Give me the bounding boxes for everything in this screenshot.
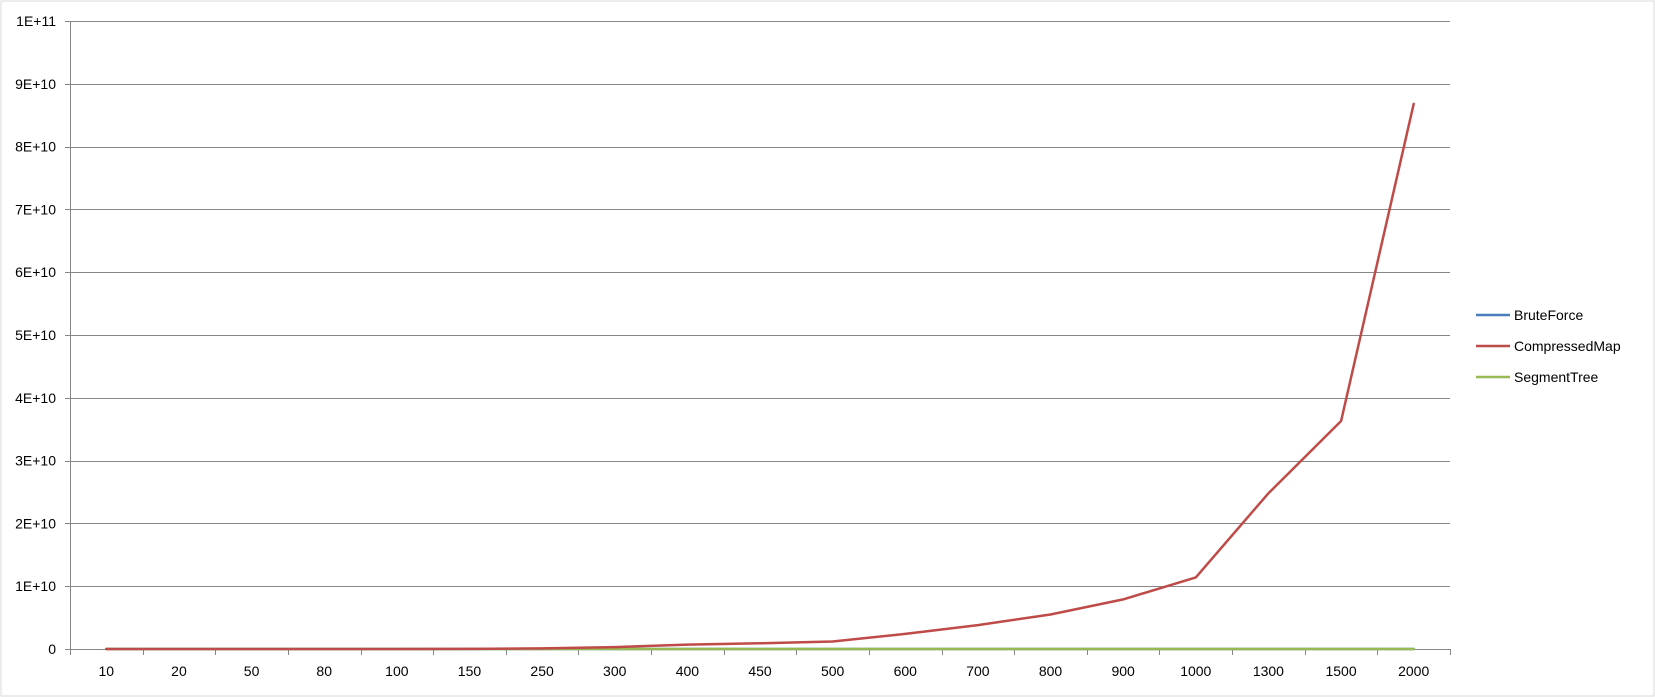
x-tick-label: 250 bbox=[530, 663, 554, 679]
y-axis-tick-labels: 0 1E+10 2E+10 3E+10 4E+10 5E+10 6E+10 7E+10 8E+1… bbox=[15, 13, 56, 657]
x-tick-label: 10 bbox=[99, 663, 115, 679]
x-tick-label: 450 bbox=[748, 663, 772, 679]
x-tick-label: 400 bbox=[676, 663, 700, 679]
gridlines bbox=[70, 21, 1450, 587]
y-tick-label: 0 bbox=[48, 641, 56, 657]
x-tick-label: 50 bbox=[244, 663, 260, 679]
legend-label-bruteforce: BruteForce bbox=[1514, 307, 1583, 323]
y-tick-label: 9E+10 bbox=[15, 76, 56, 92]
series-line-compressedmap bbox=[105, 102, 1415, 651]
y-tick-label: 5E+10 bbox=[15, 327, 56, 343]
x-tick-label: 2000 bbox=[1398, 663, 1429, 679]
x-tick-label: 1300 bbox=[1253, 663, 1284, 679]
x-tick-label: 300 bbox=[603, 663, 627, 679]
y-tick-label: 3E+10 bbox=[15, 453, 56, 469]
y-tick-label: 7E+10 bbox=[15, 201, 56, 217]
legend-label-segmenttree: SegmentTree bbox=[1514, 369, 1599, 385]
legend: BruteForce CompressedMap SegmentTree bbox=[1476, 307, 1621, 385]
x-tick-label: 80 bbox=[316, 663, 332, 679]
y-tick-label: 6E+10 bbox=[15, 264, 56, 280]
legend-label-compressedmap: CompressedMap bbox=[1514, 338, 1621, 354]
x-tick-label: 20 bbox=[171, 663, 187, 679]
y-tick-label: 1E+11 bbox=[16, 13, 56, 29]
y-tick-label: 4E+10 bbox=[15, 390, 56, 406]
x-tick-label: 500 bbox=[821, 663, 845, 679]
series-lines bbox=[105, 102, 1415, 651]
x-tick-label: 100 bbox=[385, 663, 409, 679]
x-tick-label: 1000 bbox=[1180, 663, 1211, 679]
x-tick-label: 1500 bbox=[1325, 663, 1356, 679]
x-tick-label: 800 bbox=[1039, 663, 1063, 679]
x-tick-label: 900 bbox=[1111, 663, 1135, 679]
x-tick-label: 150 bbox=[458, 663, 482, 679]
x-axis-tick-labels: 10 20 50 80 100 150 250 300 400 450 500 600 700 800 90… bbox=[99, 663, 1430, 679]
y-tick-label: 2E+10 bbox=[15, 515, 56, 531]
x-tick-label: 700 bbox=[966, 663, 990, 679]
y-tick-label: 1E+10 bbox=[15, 578, 56, 594]
x-tick-label: 600 bbox=[894, 663, 918, 679]
y-tick-label: 8E+10 bbox=[15, 139, 56, 155]
